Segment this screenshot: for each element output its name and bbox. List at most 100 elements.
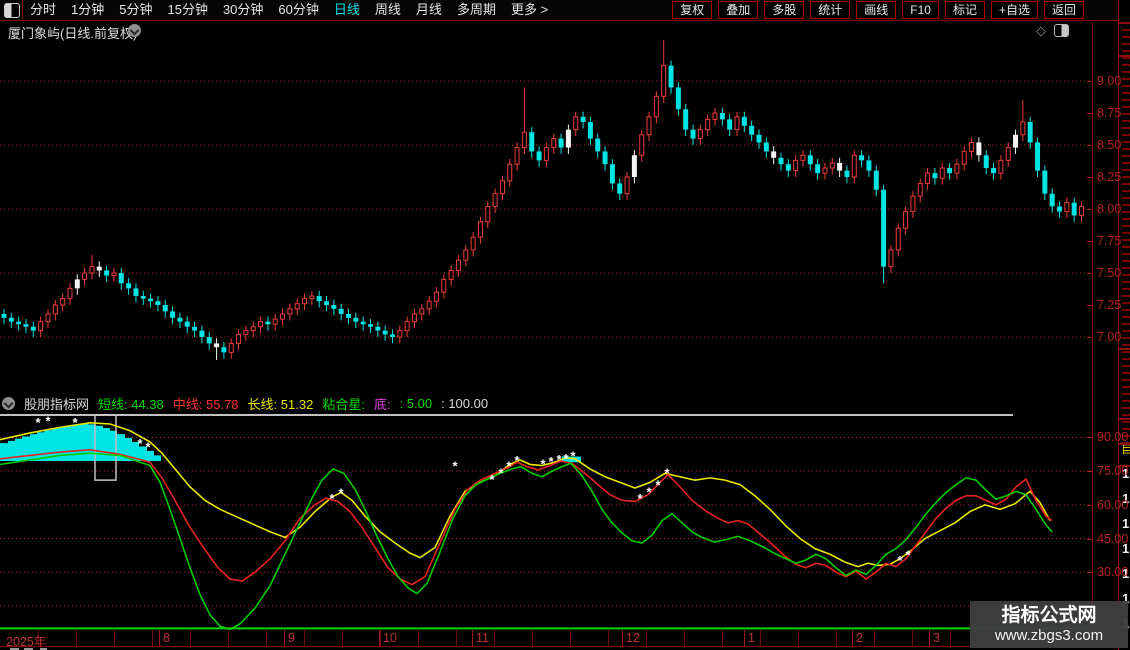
chevron-down-icon[interactable] [128,24,141,37]
star-marker: * [664,465,670,480]
axis-tick [1087,81,1092,82]
axis-tick [1087,572,1092,574]
date-tick [152,630,153,646]
strip-digit: 1 [1122,566,1130,581]
period-menu: 分时 1分钟 5分钟 15分钟 30分钟 60分钟 日线 周线 月线 多周期 更多 > [30,0,548,20]
toolbar-button[interactable]: 统计 [810,1,851,19]
right-sidebar-strip: 自 1111111 [1118,0,1130,650]
toolbar-button[interactable]: 复权 [672,1,713,19]
star-marker: * [498,465,504,480]
period-item[interactable]: 1分钟 [71,2,105,17]
price-label: 9.00 [1097,74,1122,88]
date-axis: 2025年 8 9 10 11 12 1 2 3 [0,630,1092,649]
toolbar-button[interactable]: 画线 [856,1,897,19]
date-tick [950,630,951,646]
date-tick [418,630,419,646]
month-tick [929,630,930,646]
price-label: 8.75 [1097,106,1122,120]
period-item[interactable]: 日线 [333,2,360,17]
toolbar-button[interactable]: 返回 [1043,1,1084,19]
indicator-reading: 中线: 55.78 [172,396,239,412]
indicator-reading: : 5.00 [399,395,433,411]
price-label: 8.25 [1097,170,1122,184]
period-item[interactable]: 更多 > [510,2,549,17]
date-tick [646,630,647,646]
date-label: 11 [476,631,489,645]
period-item[interactable]: 15分钟 [167,2,208,17]
date-tick [874,630,875,646]
toolbar-button[interactable]: 叠加 [718,1,759,19]
candlestick-chart[interactable] [0,40,1092,393]
star-marker: * [145,440,151,455]
axis-tick [1087,504,1092,506]
indicator-value-label: 90.00 [1097,430,1129,445]
period-item[interactable]: 5分钟 [119,2,153,17]
period-item[interactable]: 30分钟 [222,2,264,17]
star-marker: * [570,449,576,464]
date-tick [798,630,799,646]
star-marker: * [72,415,78,430]
price-label: 8.50 [1097,138,1122,152]
star-marker: * [45,414,51,429]
toolbar-button[interactable]: 多股 [764,1,805,19]
date-tick [38,630,39,646]
strip-digit: 1 [1122,591,1130,606]
toolbar-divider [22,0,23,20]
month-tick [852,630,853,646]
date-label: 1 [748,631,755,645]
axis-tick [1087,471,1092,473]
period-item[interactable]: 60分钟 [278,2,319,17]
star-marker: * [506,459,512,474]
panel-icon[interactable] [1054,24,1069,37]
axis-tick [1087,241,1092,242]
toolbar-button[interactable]: F10 [902,1,939,19]
date-tick [380,630,381,646]
axis-tick [1087,209,1092,210]
date-tick [722,630,723,646]
strip-divider [1119,348,1130,350]
chevron-down-icon[interactable] [2,396,15,410]
indicator-line-粘合星 [0,414,1013,481]
watermark-site-name: 指标公式网 [1001,604,1097,626]
indicator-value-label: 60.00 [1097,497,1129,512]
date-tick [76,630,77,646]
period-item[interactable]: 月线 [415,2,442,17]
date-tick [684,630,685,646]
date-label: 12 [626,631,640,645]
date-tick [608,630,609,646]
period-item[interactable]: 分时 [30,2,57,17]
strip-digit: 1 [1122,541,1130,556]
star-marker: * [556,452,562,467]
date-tick [114,630,115,646]
layout-toggle-icon[interactable] [4,3,20,18]
price-label: 7.75 [1097,234,1122,248]
star-marker: * [514,453,520,468]
date-label: 10 [383,631,397,645]
toolbar-button[interactable]: 标记 [944,1,985,19]
month-tick [744,630,745,646]
indicator-line-中线 [0,449,1053,586]
month-tick [284,630,285,646]
date-label: 9 [288,631,295,645]
diamond-icon[interactable]: ◇ [1036,23,1046,38]
axis-tick [1087,337,1092,338]
star-marker: * [540,456,546,471]
indicator-gridlines-group [0,436,1092,607]
indicator-line-短线 [0,452,1053,630]
period-item[interactable]: 周线 [374,2,401,17]
date-tick [304,630,305,646]
star-marker: * [452,459,458,474]
date-tick [760,630,761,646]
date-tick [912,630,913,646]
period-item[interactable]: 多周期 [456,2,496,17]
indicator-chart[interactable]: * * ** ** *** * * * * * * * ** * *** * [0,412,1092,630]
indicator-reading: : 100.00 [441,395,489,411]
axis-tick [1087,145,1092,146]
star-marker: * [905,547,911,562]
toolbar-button[interactable]: +自选 [990,1,1038,19]
axis-tick [1087,305,1092,306]
axis-tick [1087,113,1092,114]
date-tick [190,630,191,646]
star-marker: * [489,472,495,487]
